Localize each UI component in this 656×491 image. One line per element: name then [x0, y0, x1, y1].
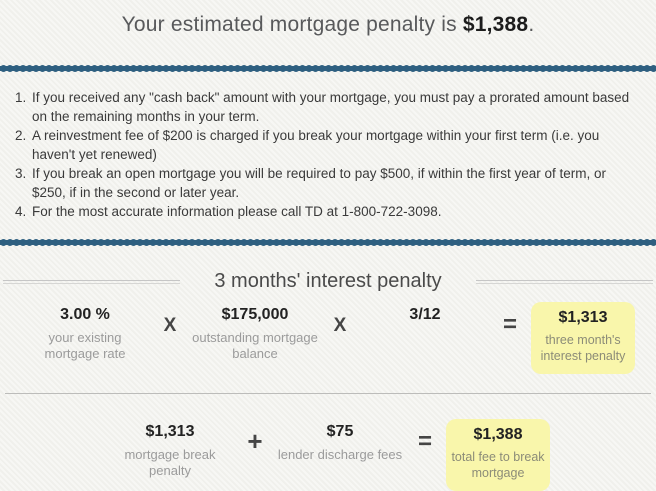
dotted-divider-bottom	[0, 238, 656, 247]
total-fee-formula: $1,313 mortgage break penalty + $75 lend…	[0, 419, 656, 491]
discharge-fees-value: $75	[326, 423, 354, 440]
title-text: Your estimated mortgage penalty is	[121, 13, 463, 36]
interest-penalty-result-label: three month's interest penalty	[540, 333, 626, 363]
mortgage-balance-value: $175,000	[221, 306, 289, 323]
mortgage-rate-term: 3.00 % your existing mortgage rate	[21, 302, 149, 362]
multiply-operator-1: X	[163, 315, 177, 336]
discharge-fees-label: lender discharge fees	[277, 447, 403, 462]
notes-list: If you received any "cash back" amount w…	[8, 88, 642, 221]
mortgage-rate-label: your existing mortgage rate	[44, 330, 126, 361]
title-amount: $1,388	[462, 13, 529, 36]
plus-operator: +	[247, 426, 263, 456]
total-fee-result-value: $1,388	[473, 426, 523, 443]
dotted-divider-top	[0, 64, 656, 73]
break-penalty-value: $1,313	[145, 423, 195, 440]
total-fee-result-label: total fee to break mortgage	[451, 450, 545, 480]
title-period: .	[528, 13, 535, 36]
fraction-value: 3/12	[409, 306, 441, 323]
note-item-4: For the most accurate information please…	[30, 202, 642, 221]
interest-section-heading: 3 months' interest penalty	[214, 270, 442, 292]
multiply-operator-2: X	[333, 315, 347, 336]
mortgage-rate-value: 3.00 %	[60, 306, 110, 323]
interest-penalty-result-box: $1,313 three month's interest penalty	[531, 302, 635, 374]
fraction-term: 3/12	[361, 302, 489, 330]
heading-rule-right	[475, 279, 653, 284]
equals-operator-1: =	[502, 311, 517, 338]
total-fee-result-box: $1,388 total fee to break mortgage	[446, 419, 550, 491]
section-divider-line	[5, 393, 651, 394]
equals-operator-2: =	[417, 428, 432, 455]
interest-section-header: 3 months' interest penalty	[3, 270, 653, 293]
break-penalty-term: $1,313 mortgage break penalty	[106, 419, 234, 479]
interest-penalty-formula: 3.00 % your existing mortgage rate X $17…	[0, 302, 656, 374]
heading-rule-left	[3, 279, 181, 284]
mortgage-balance-term: $175,000 outstanding mortgage balance	[191, 302, 319, 362]
interest-penalty-result-value: $1,313	[558, 309, 608, 326]
note-item-2: A reinvestment fee of $200 is charged if…	[30, 126, 642, 164]
break-penalty-label: mortgage break penalty	[124, 447, 216, 478]
page-title: Your estimated mortgage penalty is $1,38…	[0, 0, 656, 37]
note-item-3: If you break an open mortgage you will b…	[30, 164, 642, 202]
discharge-fees-term: $75 lender discharge fees	[276, 419, 404, 463]
note-item-1: If you received any "cash back" amount w…	[30, 88, 642, 126]
mortgage-balance-label: outstanding mortgage balance	[192, 330, 318, 361]
